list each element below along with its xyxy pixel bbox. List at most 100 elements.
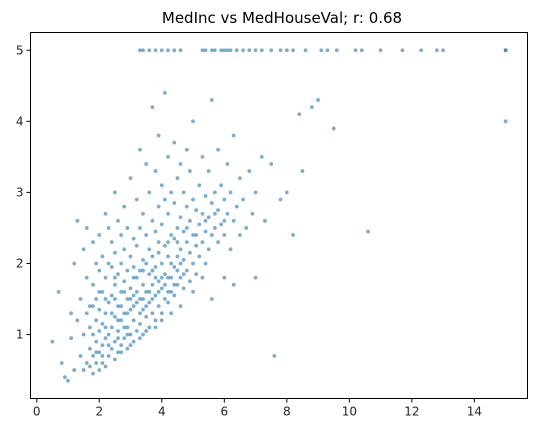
data-point [113, 314, 117, 319]
data-point [106, 261, 111, 266]
data-point [178, 261, 183, 266]
data-point [216, 208, 220, 213]
data-point [241, 48, 245, 53]
data-point [163, 91, 167, 95]
data-point [203, 194, 208, 198]
data-point [159, 318, 164, 323]
data-point [169, 275, 174, 280]
data-point [225, 211, 230, 216]
data-point [184, 240, 189, 245]
data-point [172, 293, 177, 298]
data-point [194, 233, 199, 237]
data-point [134, 290, 139, 294]
data-point [247, 169, 252, 173]
data-point [188, 218, 192, 223]
data-point [153, 169, 158, 173]
data-point [91, 282, 95, 287]
data-point [134, 243, 139, 248]
data-point [153, 318, 158, 323]
y-tick-label: 2 [16, 256, 24, 270]
data-point [166, 154, 170, 159]
data-point [263, 218, 267, 223]
data-point [78, 297, 83, 301]
data-point [191, 119, 195, 124]
data-point [334, 48, 339, 53]
data-point [178, 162, 183, 166]
data-point [81, 247, 86, 252]
data-point [144, 304, 149, 309]
data-point [119, 304, 124, 309]
data-point [122, 279, 127, 284]
data-point [109, 325, 114, 330]
data-point [159, 275, 164, 280]
data-point [172, 140, 177, 145]
data-point [69, 311, 74, 316]
data-point [128, 297, 133, 301]
data-point [234, 48, 239, 53]
data-point [153, 325, 158, 330]
data-point [259, 48, 264, 53]
data-point [138, 297, 142, 301]
data-point [200, 275, 205, 280]
data-point [241, 197, 245, 202]
data-point [144, 290, 149, 294]
data-point [125, 297, 130, 301]
data-point [178, 247, 183, 252]
data-point [106, 226, 111, 230]
data-point [378, 48, 383, 53]
data-point [100, 290, 105, 294]
data-point [331, 126, 336, 131]
data-point [153, 293, 158, 298]
data-point [188, 250, 192, 255]
data-point [166, 275, 170, 280]
data-point [72, 368, 77, 372]
data-point [147, 290, 152, 294]
data-point [128, 176, 133, 181]
data-point [178, 304, 183, 309]
data-point [159, 183, 164, 188]
data-point [100, 361, 105, 365]
data-point [166, 240, 170, 245]
points-layer [50, 48, 508, 383]
x-tick-label: 12 [404, 405, 419, 419]
data-point [116, 272, 120, 277]
data-point [247, 48, 252, 53]
data-point [169, 311, 174, 316]
data-point [119, 350, 124, 355]
data-point [131, 236, 136, 241]
data-point [122, 204, 127, 209]
data-point [75, 318, 80, 323]
data-point [184, 147, 189, 152]
data-point [62, 375, 67, 380]
data-point [81, 332, 86, 337]
data-point [156, 240, 161, 245]
data-point [209, 297, 214, 301]
data-point [122, 325, 127, 330]
data-point [159, 48, 164, 53]
data-point [119, 343, 124, 348]
data-point [72, 261, 77, 266]
data-point [109, 346, 114, 351]
data-point [209, 233, 214, 237]
data-point [238, 233, 242, 237]
data-point [203, 229, 208, 234]
data-point [181, 272, 186, 277]
data-point [128, 343, 133, 348]
data-point [434, 48, 439, 53]
data-point [94, 297, 99, 301]
data-point [359, 48, 364, 53]
data-point [94, 339, 99, 344]
data-point [244, 226, 249, 230]
data-point [116, 218, 120, 223]
data-point [128, 332, 133, 337]
data-point [250, 211, 255, 216]
data-point [153, 265, 158, 269]
data-point [278, 197, 283, 202]
data-point [100, 321, 105, 326]
data-point [84, 226, 89, 230]
data-point [128, 286, 133, 291]
data-point [113, 190, 117, 195]
data-point [253, 190, 258, 195]
data-point [116, 304, 120, 309]
data-point [87, 304, 92, 309]
